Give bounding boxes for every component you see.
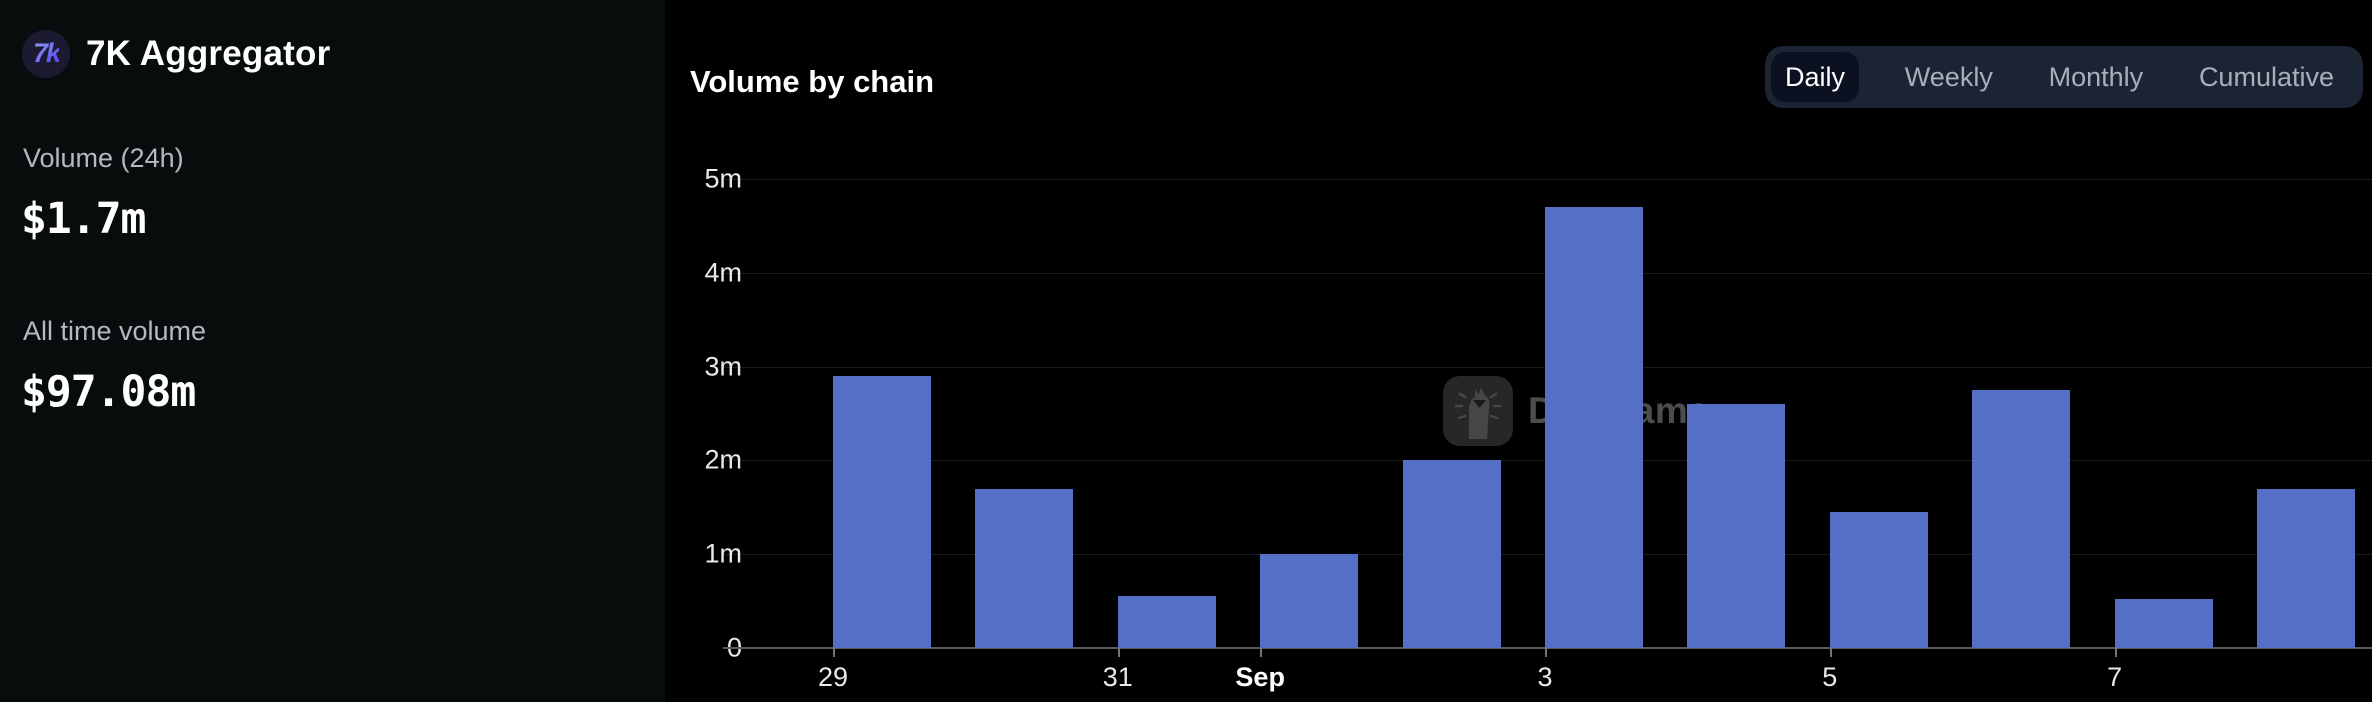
bar-aug-31[interactable] [1117, 596, 1216, 648]
x-axis-label-5: 5 [1822, 662, 1838, 692]
x-axis-tick-31 [1117, 648, 1120, 657]
y-axis-label-2m: 2m [704, 444, 742, 475]
bar-sep-6[interactable] [1972, 390, 2071, 648]
tab-weekly[interactable]: Weekly [1895, 52, 2003, 102]
bar-sep-1[interactable] [1260, 554, 1359, 648]
protocol-brand: 7k 7K Aggregator [22, 30, 330, 78]
tab-monthly[interactable]: Monthly [2039, 52, 2154, 102]
chart-panel: Volume by chain Daily Weekly Monthly Cumula… [665, 0, 2372, 702]
all-time-volume-value: $97.08m [21, 367, 196, 417]
timeframe-tabs: Daily Weekly Monthly Cumulative [1765, 46, 2363, 108]
x-axis-tick-29 [833, 648, 835, 657]
y-axis-label-3m: 3m [704, 351, 742, 382]
x-axis-tick-7 [2114, 648, 2117, 657]
protocol-sidebar: 7k 7K Aggregator Volume (24h) $1.7m All … [0, 0, 665, 702]
gridline-5m [723, 179, 2372, 180]
y-axis-label-5m: 5m [704, 163, 742, 194]
defillama-llama-icon [1443, 376, 1513, 446]
bar-sep-3[interactable] [1545, 207, 1643, 648]
y-axis-label-4m: 4m [704, 257, 742, 288]
bar-sep-8[interactable] [2257, 488, 2355, 648]
bar-aug-30[interactable] [975, 488, 1074, 648]
x-axis-label-7: 7 [2107, 662, 2123, 692]
volume-24h-label: Volume (24h) [23, 143, 184, 173]
x-axis-tick-sep [1260, 648, 1263, 657]
volume-24h-value: $1.7m [21, 194, 146, 244]
protocol-logo-glyph: 7k [32, 37, 61, 68]
x-axis-tick-3 [1545, 648, 1547, 657]
x-axis-tick-5 [1829, 648, 1832, 657]
bar-aug-29[interactable] [833, 375, 931, 648]
x-axis-label-3: 3 [1537, 662, 1553, 692]
tab-daily[interactable]: Daily [1771, 52, 1860, 102]
bar-sep-4[interactable] [1687, 404, 1786, 648]
bar-sep-5[interactable] [1829, 511, 1928, 648]
tab-cumulative[interactable]: Cumulative [2189, 52, 2344, 102]
y-axis-label-1m: 1m [704, 538, 742, 569]
x-axis-label-sep: Sep [1235, 662, 1285, 692]
chart-title: Volume by chain [690, 64, 935, 99]
x-axis-line [723, 647, 2372, 649]
protocol-logo-icon: 7k [22, 30, 70, 78]
page-title: 7K Aggregator [86, 34, 331, 73]
all-time-volume-label: All time volume [23, 316, 207, 346]
x-axis-label-29: 29 [817, 662, 849, 692]
bar-sep-7[interactable] [2114, 599, 2213, 648]
bar-sep-2[interactable] [1402, 460, 1501, 648]
x-axis-label-31: 31 [1102, 662, 1133, 692]
